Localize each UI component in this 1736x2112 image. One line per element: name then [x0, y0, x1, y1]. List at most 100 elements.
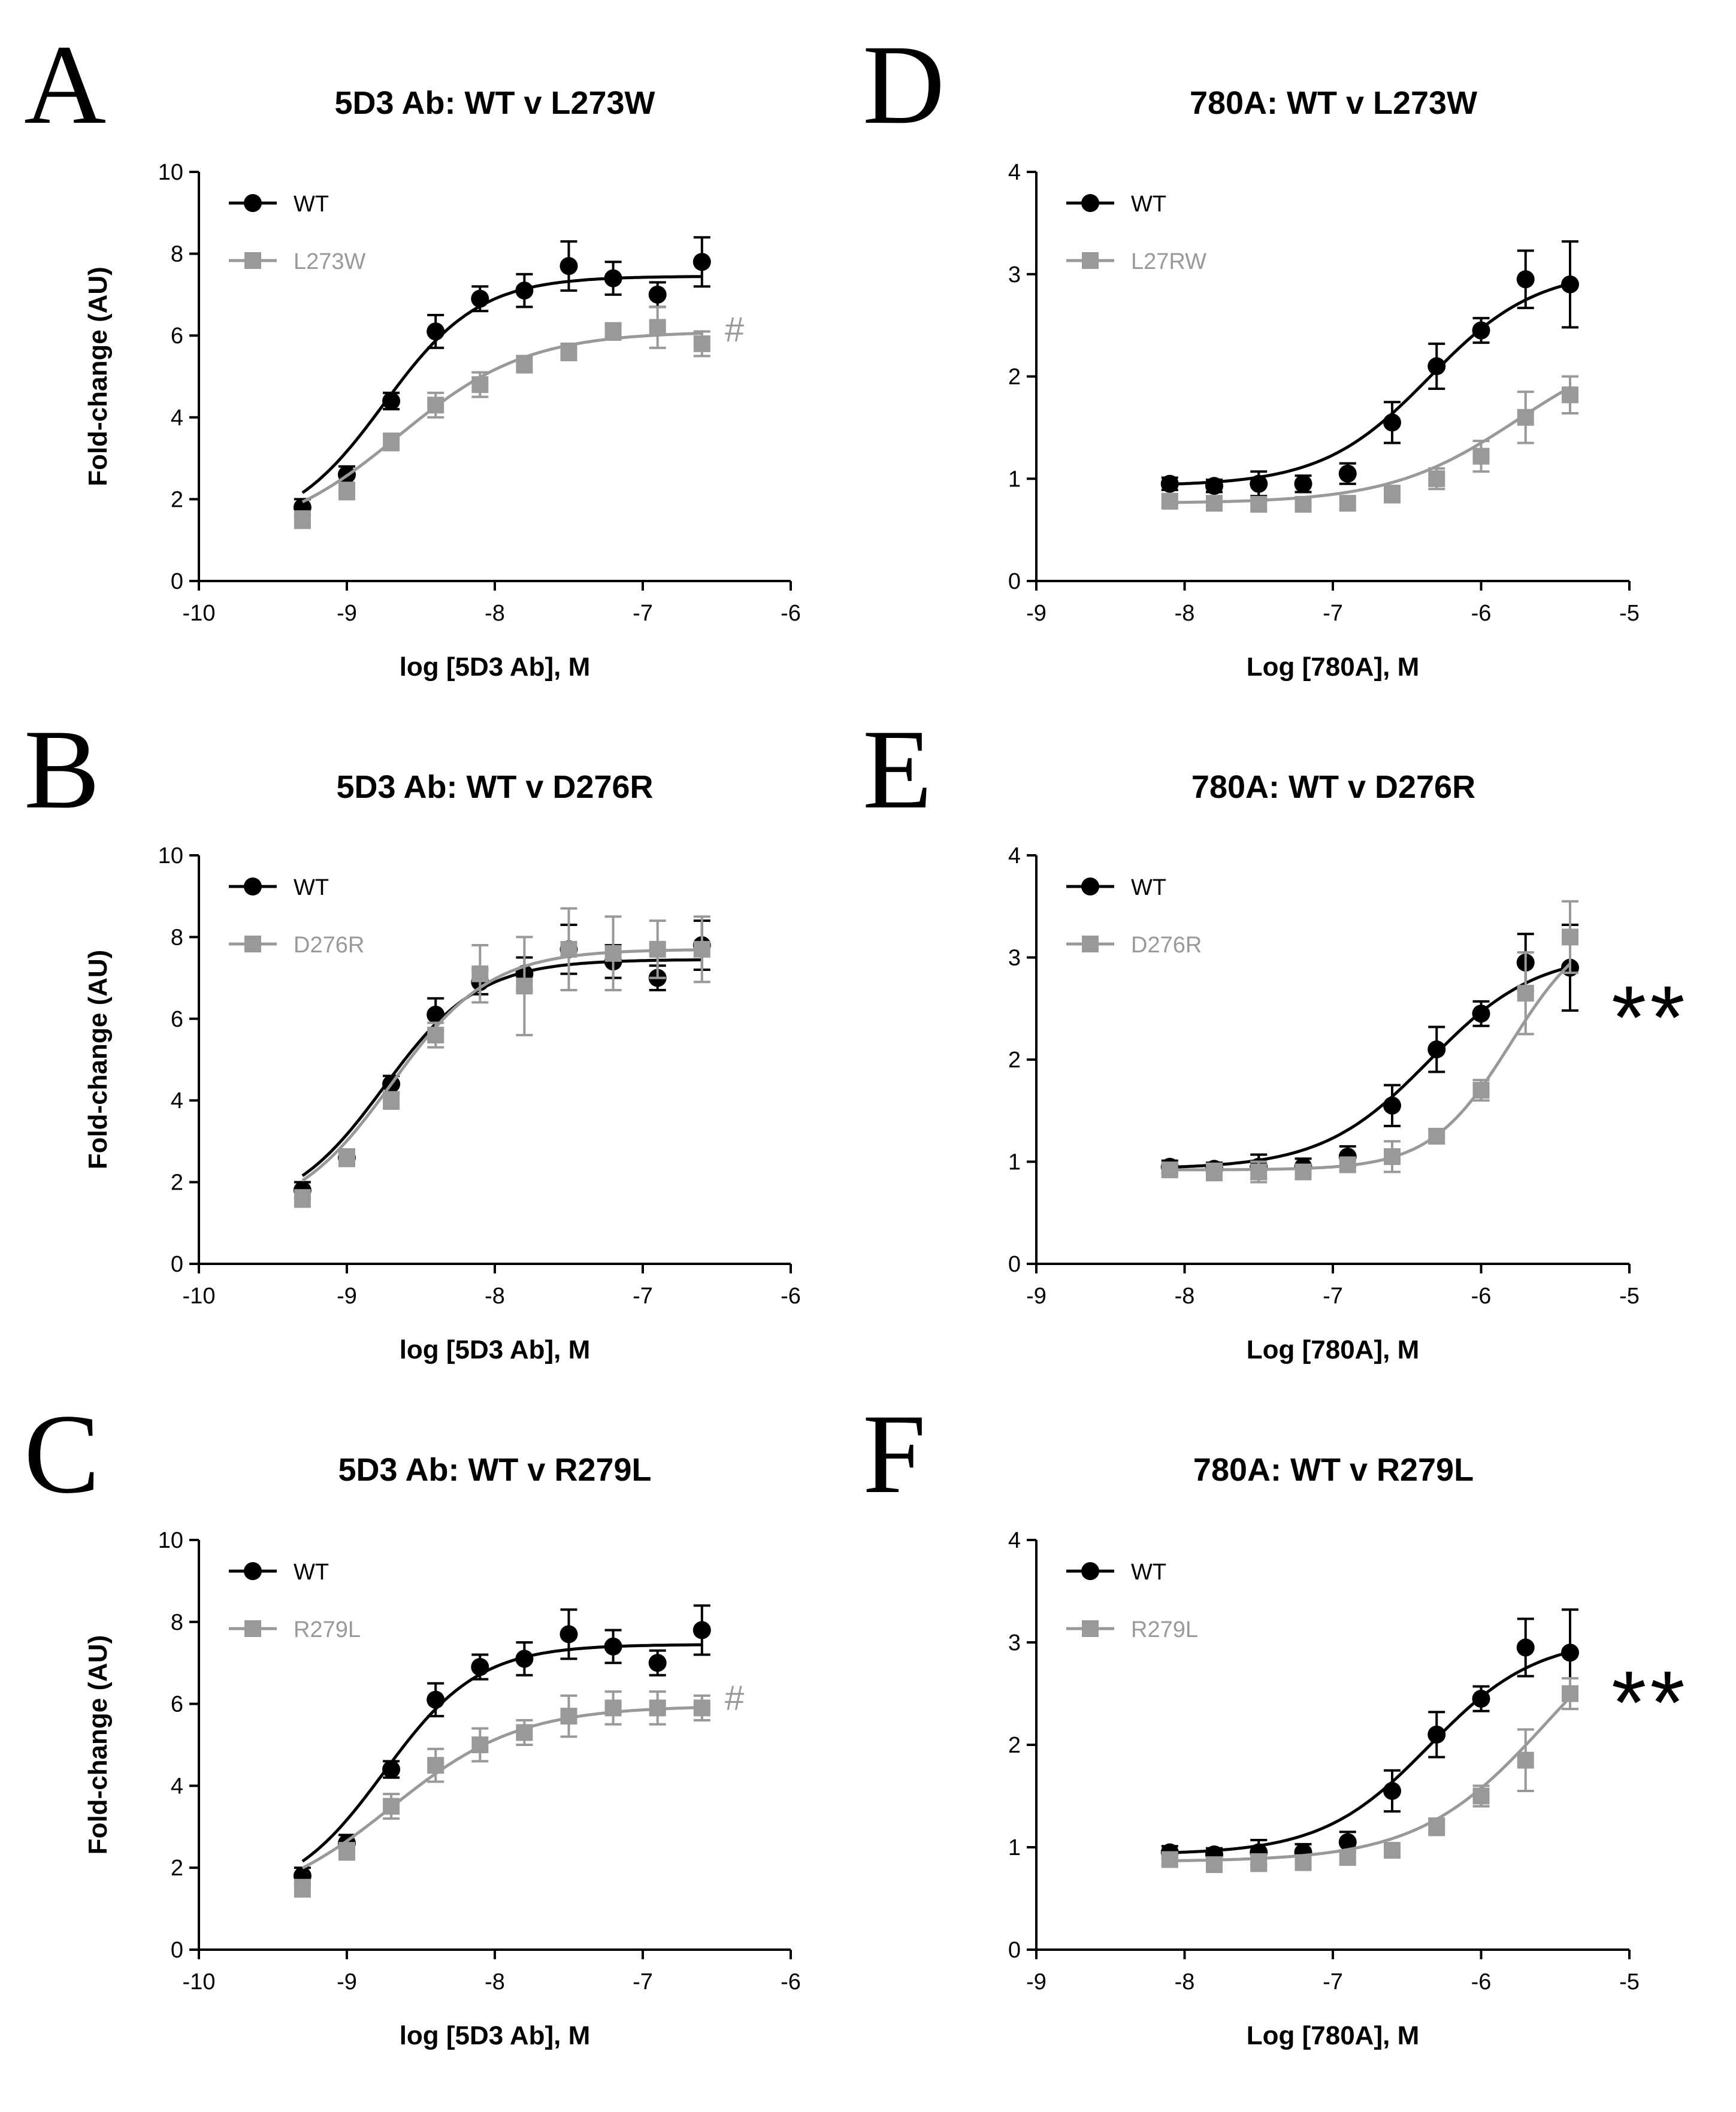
data-point — [693, 940, 710, 958]
legend-label: D276R — [1131, 933, 1202, 958]
y-tick-label: 3 — [1008, 262, 1021, 288]
legend-label: WT — [1131, 1560, 1166, 1585]
x-tick-label: -6 — [1471, 1969, 1492, 1995]
legend-marker — [244, 1562, 262, 1580]
panel-letter: C — [24, 1391, 100, 1517]
legend-marker — [244, 194, 262, 212]
data-point — [1517, 409, 1534, 426]
data-point — [648, 285, 667, 304]
y-tick-label: 4 — [1008, 160, 1021, 185]
data-point — [1161, 1851, 1178, 1868]
x-tick-label: -6 — [1471, 601, 1492, 626]
data-point — [516, 1724, 533, 1741]
legend-label: WT — [294, 875, 329, 900]
y-tick-label: 6 — [171, 1007, 183, 1032]
series-wt — [293, 919, 711, 1200]
data-point — [427, 1757, 444, 1774]
y-tick-label: 6 — [171, 323, 183, 349]
legend-label: WT — [294, 192, 329, 217]
y-tick-label: 8 — [171, 1610, 183, 1635]
panel-letter: A — [24, 22, 106, 148]
x-tick-label: -8 — [1175, 601, 1195, 626]
data-point — [604, 1699, 622, 1717]
significance-annotation: ** — [1611, 1652, 1689, 1753]
data-point — [1384, 1148, 1401, 1165]
data-point — [427, 397, 444, 414]
data-point — [1562, 386, 1578, 404]
fit-curve — [1169, 282, 1571, 486]
data-point — [1517, 985, 1534, 1002]
data-point — [383, 433, 400, 450]
x-tick-label: -9 — [337, 601, 357, 626]
chart-title: 780A: WT v R279L — [1193, 1452, 1474, 1488]
data-point — [1384, 485, 1401, 503]
data-point — [1294, 474, 1312, 493]
y-tick-label: 2 — [171, 1170, 183, 1196]
x-tick-label: -7 — [633, 1969, 653, 1995]
x-tick-label: -8 — [1175, 1284, 1195, 1309]
fit-curve — [1169, 965, 1571, 1169]
data-point — [1384, 1842, 1401, 1859]
data-point — [1562, 1685, 1578, 1702]
legend-label: L27RW — [1131, 249, 1206, 274]
x-tick-label: -7 — [1323, 1969, 1343, 1995]
data-point — [604, 269, 622, 288]
data-point — [471, 1658, 489, 1677]
x-axis-label: Log [780A], M — [1247, 2021, 1419, 2050]
data-point — [383, 1798, 400, 1815]
data-point — [1206, 495, 1223, 512]
data-point — [294, 1190, 311, 1207]
x-axis-label: Log [780A], M — [1247, 652, 1419, 682]
data-point — [604, 323, 622, 340]
chart-panel-b: B 5D3 Ab: WT v D276R 0 2 4 6 8 10 -10 -9 -8 -7 -6 log… — [24, 707, 801, 1364]
data-point — [1250, 1163, 1268, 1181]
data-point — [516, 978, 533, 995]
legend-marker — [1081, 1562, 1099, 1580]
data-point — [1206, 1856, 1223, 1874]
significance-annotation: # — [725, 310, 744, 349]
data-point — [1561, 275, 1579, 293]
series-wt — [1160, 1608, 1579, 1866]
y-tick-label: 10 — [158, 160, 183, 185]
data-point — [560, 940, 577, 958]
data-point — [1383, 1096, 1401, 1115]
y-axis-label: Fold-change (AU) — [83, 267, 113, 486]
x-tick-label: -8 — [1175, 1969, 1195, 1995]
legend-label: WT — [1131, 192, 1166, 217]
x-tick-label: -9 — [337, 1969, 357, 1995]
legend-marker — [244, 1620, 261, 1637]
y-tick-label: 0 — [171, 1938, 183, 1963]
x-tick-label: -9 — [337, 1284, 357, 1309]
panel-letter: D — [863, 22, 945, 148]
data-point — [471, 376, 489, 394]
y-tick-label: 6 — [171, 1692, 183, 1717]
data-point — [692, 253, 711, 271]
x-tick-label: -8 — [485, 601, 505, 626]
legend-marker — [244, 878, 262, 895]
x-tick-label: -10 — [183, 1284, 216, 1309]
data-point — [1427, 1040, 1446, 1058]
x-tick-label: -9 — [1026, 601, 1047, 626]
chart-title: 780A: WT v D276R — [1191, 769, 1475, 805]
fit-curve — [1169, 386, 1571, 504]
legend-label: L273W — [294, 249, 366, 274]
x-axis-label: Log [780A], M — [1247, 1335, 1419, 1364]
y-tick-label: 3 — [1008, 1630, 1021, 1656]
y-axis-label: Fold-change (AU) — [83, 950, 113, 1170]
fit-curve — [301, 1643, 702, 1863]
x-tick-label: -10 — [183, 601, 216, 626]
x-tick-label: -6 — [1471, 1284, 1492, 1309]
panel-letter: F — [863, 1391, 926, 1517]
significance-annotation: ** — [1611, 967, 1689, 1067]
data-point — [338, 1149, 355, 1166]
series-l27rw — [1161, 375, 1578, 513]
series-wt — [1160, 923, 1579, 1181]
data-point — [427, 322, 445, 341]
legend-marker — [244, 936, 261, 952]
x-tick-label: -7 — [633, 1284, 653, 1309]
x-tick-label: -8 — [485, 1284, 505, 1309]
chart-panel-c: C 5D3 Ab: WT v R279L 0 2 4 6 8 10 -10 -9 -8 -7 -6 log… — [24, 1391, 801, 2050]
data-point — [649, 940, 666, 958]
data-point — [1562, 928, 1578, 946]
data-point — [1472, 1690, 1490, 1708]
